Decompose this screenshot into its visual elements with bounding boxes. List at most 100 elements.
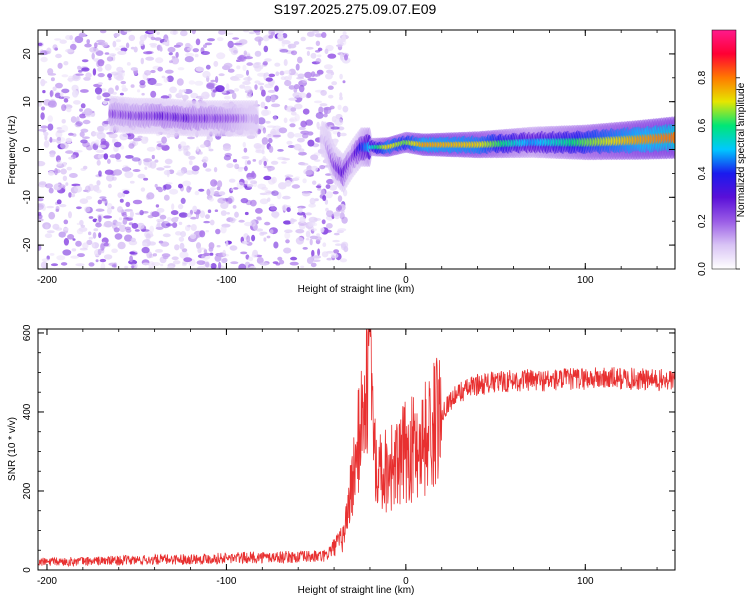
noise-blob [195, 67, 204, 72]
noise-blob [228, 69, 235, 73]
noise-blob [185, 151, 190, 156]
noise-blob [160, 241, 169, 246]
noise-blob [209, 198, 214, 202]
spectrogram-panel: -200 -100 0 100 -20-1001020 Height of strai… [7, 27, 677, 295]
noise-blob [259, 262, 268, 265]
noise-blob [300, 163, 308, 166]
noise-blob [171, 203, 174, 210]
noise-blob [261, 232, 268, 235]
noise-blob [248, 257, 253, 262]
noise-blob [65, 150, 73, 154]
noise-blob [82, 136, 90, 139]
noise-blob [269, 146, 274, 153]
ridge-core [254, 114, 259, 124]
noise-blob [253, 159, 257, 162]
noise-blob [154, 37, 161, 41]
noise-blob [64, 98, 69, 102]
noise-blob [340, 258, 347, 262]
noise-blob [227, 212, 230, 215]
noise-blob [218, 262, 221, 269]
noise-blob [42, 90, 45, 93]
noise-blob [333, 211, 340, 216]
y-tick-label: -10 [22, 190, 33, 205]
noise-blob [317, 54, 322, 57]
noise-blob [105, 64, 112, 71]
noise-blob [187, 48, 193, 51]
noise-blob [131, 265, 135, 268]
noise-blob [264, 46, 269, 53]
noise-blob [94, 42, 98, 48]
noise-blob [50, 253, 55, 256]
noise-blob [263, 237, 266, 241]
snr-x-label: Height of straight line (km) [298, 585, 415, 596]
noise-blob [49, 105, 57, 108]
noise-blob [72, 248, 77, 251]
noise-blob [108, 263, 116, 266]
noise-blob [199, 151, 202, 154]
noise-blob [282, 158, 290, 161]
noise-blob [119, 45, 125, 47]
noise-blob [242, 81, 251, 85]
noise-blob [244, 56, 253, 59]
x-tick-label: 100 [577, 576, 594, 587]
noise-blob [341, 211, 345, 213]
noise-blob [319, 165, 325, 169]
noise-blob [115, 85, 119, 91]
noise-blob [256, 32, 261, 36]
noise-blob [185, 43, 191, 47]
noise-blob [116, 39, 121, 42]
noise-blob [48, 124, 54, 131]
noise-blob [223, 146, 231, 151]
noise-blob [84, 108, 93, 116]
noise-blob [80, 198, 89, 204]
noise-blob [285, 239, 290, 243]
noise-blob [135, 229, 140, 232]
noise-blob [247, 160, 251, 164]
noise-blob [169, 60, 173, 63]
noise-blob [326, 258, 332, 261]
noise-blob [114, 142, 122, 148]
noise-blob [164, 221, 169, 224]
noise-blob [150, 91, 156, 98]
noise-blob [223, 258, 228, 262]
noise-blob [89, 216, 94, 219]
noise-blob [145, 57, 154, 61]
noise-blob [237, 182, 245, 189]
y-tick-label: 0 [22, 146, 33, 152]
noise-blob [40, 57, 47, 62]
noise-blob [230, 217, 236, 223]
noise-blob [251, 171, 255, 177]
noise-blob [299, 127, 306, 130]
noise-blob [219, 191, 226, 195]
noise-blob [284, 118, 288, 124]
noise-blob [343, 31, 347, 35]
noise-blob [317, 248, 320, 255]
noise-blob [164, 170, 171, 175]
noise-blob [77, 66, 81, 70]
noise-blob [65, 182, 68, 186]
noise-blob [177, 170, 184, 177]
noise-blob [98, 216, 101, 223]
noise-blob [317, 70, 324, 75]
noise-blob [164, 195, 170, 201]
noise-blob [295, 229, 304, 233]
noise-blob [195, 54, 199, 57]
colorbar-tick-label: 0.8 [697, 70, 708, 84]
noise-blob [275, 71, 279, 76]
noise-blob [195, 81, 204, 86]
noise-blob [234, 164, 239, 170]
noise-blob [338, 105, 342, 110]
noise-blob [312, 228, 317, 231]
noise-blob [183, 146, 191, 151]
noise-blob [238, 220, 244, 223]
noise-blob [264, 161, 267, 166]
noise-blob [57, 137, 61, 141]
noise-blob [273, 135, 282, 138]
noise-blob [282, 196, 291, 200]
noise-blob [49, 137, 52, 143]
noise-blob [177, 78, 184, 85]
noise-blob [196, 242, 201, 249]
colorbar-tick-label: 0.0 [697, 262, 708, 276]
noise-blob [344, 54, 348, 60]
noise-blob [289, 117, 297, 123]
